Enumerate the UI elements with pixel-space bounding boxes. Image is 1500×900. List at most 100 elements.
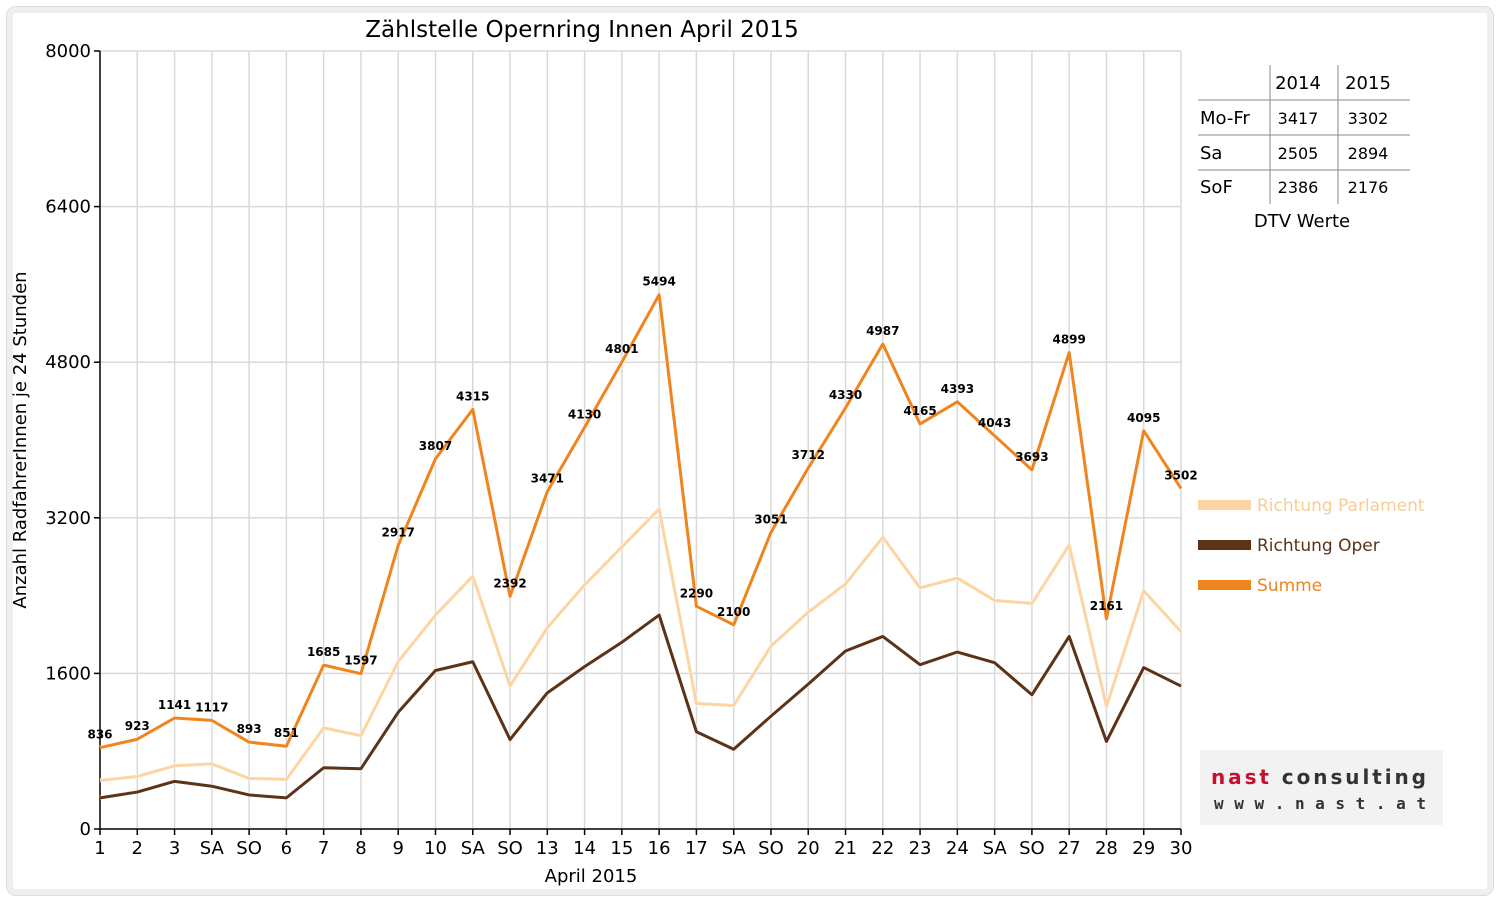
x-tick-label: 6 bbox=[281, 838, 292, 859]
x-tick-label: SA bbox=[200, 838, 225, 859]
y-tick-label: 4800 bbox=[45, 352, 91, 373]
data-label: 4801 bbox=[605, 342, 638, 356]
x-tick-labels: 1 2 3 SA SO 6 7 8 9 10 SA SO 13 14 15 16 17 SA SO 20 21 22 23 2… bbox=[94, 829, 1192, 859]
series-line-shadow bbox=[99, 506, 1183, 783]
data-label: 4095 bbox=[1127, 411, 1160, 425]
data-label: 4043 bbox=[978, 416, 1011, 430]
x-tick-label: 3 bbox=[169, 838, 180, 859]
x-axis-title: April 2015 bbox=[545, 866, 638, 887]
series-line-richtung-oper bbox=[99, 613, 1182, 800]
x-tick-label: 2 bbox=[132, 838, 143, 859]
x-tick-label: 9 bbox=[392, 838, 403, 859]
x-tick-label: SO bbox=[758, 838, 784, 859]
legend-label: Richtung Oper bbox=[1257, 536, 1380, 556]
table-cell: 2176 bbox=[1348, 178, 1389, 197]
x-tick-label: 30 bbox=[1170, 838, 1193, 859]
legend-swatch bbox=[1198, 500, 1251, 510]
data-label: 3712 bbox=[792, 448, 825, 462]
data-label: 4165 bbox=[903, 404, 936, 418]
axes bbox=[99, 51, 1181, 830]
table-col-2015: 2015 bbox=[1345, 73, 1391, 94]
x-tick-label: SO bbox=[497, 838, 523, 859]
table-cell: 2386 bbox=[1278, 178, 1319, 197]
x-tick-label: 16 bbox=[648, 838, 671, 859]
legend-label: Richtung Parlament bbox=[1257, 496, 1425, 516]
legend: Richtung Parlament Richtung Oper Summe bbox=[1198, 496, 1425, 596]
y-tick-label: 8000 bbox=[45, 41, 91, 62]
legend-label: Summe bbox=[1257, 576, 1322, 596]
x-tick-label: 20 bbox=[797, 838, 820, 859]
table-row-label: Sa bbox=[1200, 143, 1222, 164]
x-tick-label: 28 bbox=[1095, 838, 1118, 859]
y-tick-label: 3200 bbox=[45, 508, 91, 529]
x-tick-label: 29 bbox=[1132, 838, 1155, 859]
data-label: 1685 bbox=[307, 645, 340, 659]
legend-swatch bbox=[1198, 580, 1251, 590]
logo-background bbox=[1200, 750, 1443, 825]
chart-frame bbox=[6, 6, 1494, 896]
x-tick-label: 10 bbox=[424, 838, 447, 859]
data-label: 2917 bbox=[382, 525, 415, 539]
data-label: 2392 bbox=[493, 576, 526, 590]
x-tick-label: SA bbox=[983, 838, 1008, 859]
data-label: 4899 bbox=[1052, 333, 1085, 347]
x-tick-label: 17 bbox=[685, 838, 708, 859]
logo-text-nast: nast bbox=[1211, 765, 1279, 789]
data-label: 1597 bbox=[344, 654, 377, 668]
table-caption: DTV Werte bbox=[1254, 211, 1350, 232]
x-tick-label: 23 bbox=[909, 838, 932, 859]
data-label: 1141 bbox=[158, 698, 191, 712]
data-label: 851 bbox=[274, 726, 299, 740]
legend-swatch bbox=[1198, 540, 1251, 550]
table-col-2014: 2014 bbox=[1275, 73, 1321, 94]
data-label-layer: 836 923 1141 1117 893 851 1685 1597 2917 3807 4315… bbox=[87, 275, 1197, 742]
grid bbox=[100, 50, 1182, 829]
table-cell: 2505 bbox=[1278, 144, 1319, 163]
series-layer bbox=[99, 292, 1183, 801]
data-label: 4393 bbox=[941, 382, 974, 396]
y-tick-labels: 0 1600 3200 4800 6400 8000 bbox=[45, 41, 100, 840]
data-label: 836 bbox=[87, 728, 112, 742]
x-tick-label: 21 bbox=[834, 838, 857, 859]
series-line-summe bbox=[99, 293, 1183, 750]
data-label: 4330 bbox=[829, 388, 862, 402]
data-label: 4315 bbox=[456, 389, 489, 403]
x-tick-label: SA bbox=[461, 838, 486, 859]
data-label: 4130 bbox=[568, 407, 601, 421]
x-tick-label: 8 bbox=[355, 838, 366, 859]
dtv-table: 2014 2015 Mo-Fr 3417 3302 Sa 2505 2894 S… bbox=[1198, 65, 1410, 232]
logo-url: w w w . n a s t . a t bbox=[1214, 794, 1426, 813]
series-line-richtung-parlament bbox=[99, 507, 1183, 782]
table-cell: 3417 bbox=[1278, 109, 1319, 128]
data-label: 923 bbox=[125, 719, 150, 733]
data-label: 4987 bbox=[866, 324, 899, 338]
data-label: 893 bbox=[237, 722, 262, 736]
x-tick-label: 22 bbox=[871, 838, 894, 859]
data-label: 1117 bbox=[195, 700, 228, 714]
data-label: 5494 bbox=[642, 275, 675, 289]
y-axis-title: Anzahl RadfahrerInnen je 24 Stunden bbox=[10, 271, 31, 608]
x-tick-label: 7 bbox=[318, 838, 329, 859]
data-label: 2290 bbox=[680, 586, 713, 600]
data-label: 3807 bbox=[419, 439, 452, 453]
chart-title: Zählstelle Opernring Innen April 2015 bbox=[365, 17, 798, 43]
series-line-shadow bbox=[99, 612, 1182, 801]
y-tick-label: 6400 bbox=[45, 197, 91, 218]
data-label: 3471 bbox=[531, 471, 564, 485]
x-tick-label: 1 bbox=[94, 838, 105, 859]
x-tick-label: SO bbox=[1019, 838, 1045, 859]
logo-box: nast consulting w w w . n a s t . a t bbox=[1200, 750, 1443, 825]
y-tick-label: 1600 bbox=[45, 663, 91, 684]
logo-text-consulting: consulting bbox=[1282, 765, 1426, 789]
data-label: 3051 bbox=[754, 512, 787, 526]
x-tick-label: 15 bbox=[610, 838, 633, 859]
data-label: 3693 bbox=[1015, 450, 1048, 464]
y-tick-label: 0 bbox=[80, 819, 91, 840]
table-row-label: SoF bbox=[1200, 177, 1233, 198]
x-tick-label: SO bbox=[236, 838, 262, 859]
x-tick-label: SA bbox=[722, 838, 747, 859]
data-label: 2100 bbox=[717, 605, 750, 619]
data-label: 2161 bbox=[1090, 599, 1123, 613]
logo-text: nast consulting bbox=[1211, 765, 1426, 789]
